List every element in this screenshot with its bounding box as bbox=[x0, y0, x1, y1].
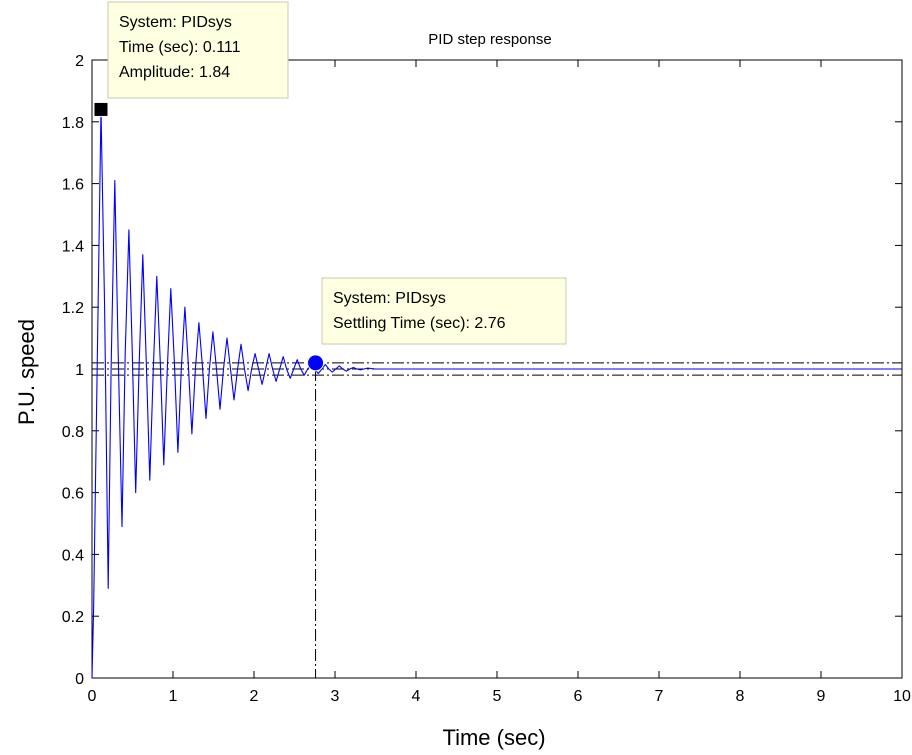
y-axis-title: P.U. speed bbox=[14, 319, 39, 425]
x-tick-label: 4 bbox=[412, 688, 421, 705]
datatip-line: Settling Time (sec): 2.76 bbox=[333, 315, 506, 332]
datatip-background bbox=[321, 277, 567, 345]
x-tick-label: 8 bbox=[736, 688, 745, 705]
x-tick-label: 3 bbox=[331, 688, 340, 705]
y-tick-label: 1.2 bbox=[62, 300, 84, 317]
datatip-background bbox=[107, 1, 289, 99]
y-tick-label: 0 bbox=[75, 671, 84, 688]
x-tick-label: 5 bbox=[493, 688, 502, 705]
y-tick-label: 0.2 bbox=[62, 609, 84, 626]
y-tick-label: 2 bbox=[75, 53, 84, 70]
datatip-line: Time (sec): 0.111 bbox=[119, 39, 241, 56]
axis-ticks: 0 1 2 3 4 5 6 7 8 9 10 0 0.2 0.4 0.6 0.8 1 1.2 1.4 1.6 1.8 2 bbox=[62, 53, 911, 705]
datatip-box: System: PIDsys Settling Time (sec): 2.76 bbox=[321, 277, 567, 345]
datatip-markers bbox=[93, 101, 325, 372]
y-tick-label: 0.8 bbox=[62, 424, 84, 441]
y-tick-label: 1 bbox=[75, 362, 84, 379]
x-tick-label: 6 bbox=[574, 688, 583, 705]
x-tick-label: 0 bbox=[88, 688, 97, 705]
response-line bbox=[91, 108, 902, 679]
response-series bbox=[91, 108, 902, 679]
y-tick-label: 1.6 bbox=[62, 177, 84, 194]
datatip-line: System: PIDsys bbox=[119, 14, 232, 31]
x-tick-label: 1 bbox=[169, 688, 178, 705]
x-tick-label: 7 bbox=[655, 688, 664, 705]
x-tick-label: 2 bbox=[250, 688, 259, 705]
datatip-line: Amplitude: 1.84 bbox=[119, 64, 230, 81]
y-tick-label: 1.4 bbox=[62, 238, 84, 255]
datatips: System: PIDsys Time (sec): 0.111 Amplitude… bbox=[107, 1, 567, 345]
datatip-square-marker bbox=[93, 101, 109, 117]
x-tick-label: 10 bbox=[893, 688, 911, 705]
y-tick-label: 0.4 bbox=[62, 547, 84, 564]
x-axis-title: Time (sec) bbox=[442, 725, 545, 750]
x-tick-label: 9 bbox=[817, 688, 826, 705]
y-tick-label: 1.8 bbox=[62, 115, 84, 132]
chart-title: PID step response bbox=[428, 31, 551, 48]
datatip-box: System: PIDsys Time (sec): 0.111 Amplitude… bbox=[107, 1, 289, 99]
y-tick-label: 0.6 bbox=[62, 486, 84, 503]
datatip-line: System: PIDsys bbox=[333, 290, 446, 307]
datatip-circle-marker bbox=[307, 354, 325, 372]
